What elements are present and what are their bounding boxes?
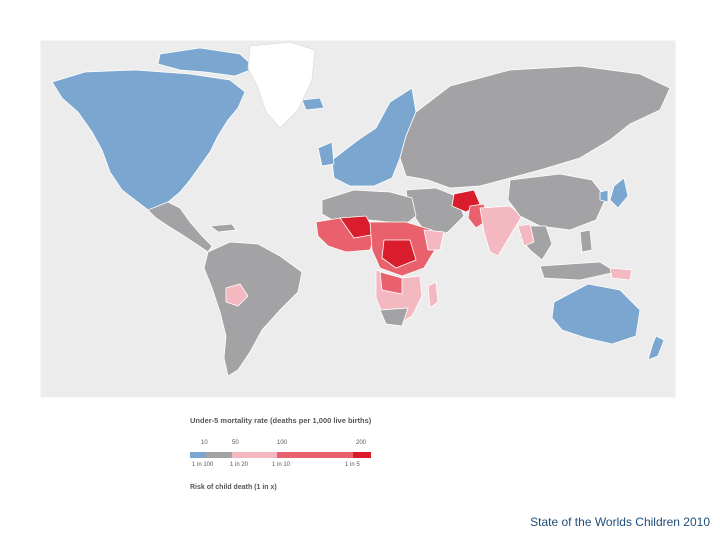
world-map <box>40 40 676 398</box>
china <box>507 173 607 231</box>
legend-risk-label: 1 in 10 <box>272 462 291 468</box>
japan <box>609 177 629 209</box>
korea <box>599 189 609 203</box>
caribbean <box>208 223 237 233</box>
iceland <box>301 97 325 111</box>
legend-title: Under-5 mortality rate (deaths per 1,000… <box>190 416 372 425</box>
bolivia <box>225 283 249 307</box>
legend-tick: 50 <box>232 440 239 446</box>
myanmar-cambodia <box>517 223 535 247</box>
india <box>479 205 523 257</box>
legend-footer: Risk of child death (1 in x) <box>190 484 277 491</box>
legend-color-bar <box>190 452 371 458</box>
legend-risk-label: 1 in 5 <box>345 462 360 468</box>
legend-risk-label: 1 in 20 <box>230 462 249 468</box>
russia-central-asia <box>399 65 671 189</box>
legend-tick: 100 <box>277 440 288 446</box>
indonesia <box>539 261 618 281</box>
north-america <box>51 69 246 211</box>
map-legend: Under-5 mortality rate (deaths per 1,000… <box>190 412 390 496</box>
south-africa <box>379 307 409 327</box>
north-africa <box>321 189 417 225</box>
arctic-islands <box>157 47 256 77</box>
legend-tick: 10 <box>201 440 208 446</box>
drc-chad <box>381 239 417 269</box>
angola-zambia <box>379 271 403 295</box>
new-zealand <box>647 335 665 361</box>
legend-segment <box>353 452 371 458</box>
papua-new-guinea <box>609 267 633 281</box>
greenland <box>247 41 316 129</box>
uk-ireland <box>317 141 335 167</box>
philippines <box>579 229 593 253</box>
ethiopia-horn <box>423 229 445 251</box>
legend-risk-label: 1 in 100 <box>192 462 214 468</box>
legend-segment <box>190 452 206 458</box>
legend-segment <box>206 452 232 458</box>
world-map-svg <box>40 40 676 398</box>
mexico-central-america <box>147 201 213 253</box>
legend-segment <box>232 452 277 458</box>
south-america <box>203 241 303 377</box>
source-caption: State of the Worlds Children 2010 <box>530 515 710 529</box>
legend-segment <box>277 452 353 458</box>
legend-tick: 200 <box>356 440 367 446</box>
madagascar <box>427 281 439 309</box>
australia <box>551 283 641 345</box>
